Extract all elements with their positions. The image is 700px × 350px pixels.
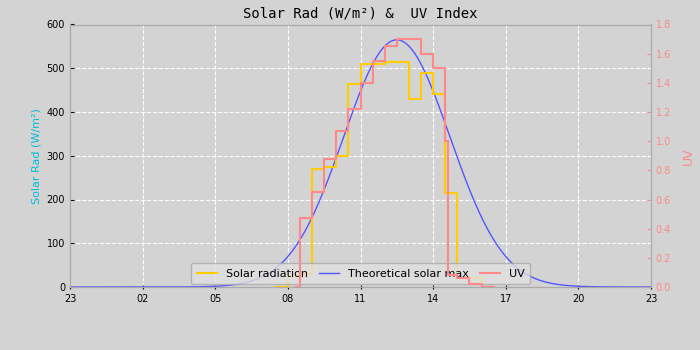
UV (368, 59, 377, 63)
UV (344, 107, 353, 111)
Theoretical solar max (301, 229, 309, 233)
UV (296, 216, 304, 221)
Solar radiation (344, 82, 353, 86)
UV (429, 66, 438, 70)
UV (393, 37, 401, 41)
Line: UV: UV (295, 39, 494, 287)
Solar radiation (405, 97, 413, 101)
Solar radiation (381, 60, 389, 64)
UV (466, 282, 474, 286)
UV (444, 273, 452, 278)
Theoretical solar max (466, 188, 474, 192)
Solar radiation (368, 62, 377, 66)
UV (332, 129, 340, 133)
Solar radiation (308, 167, 316, 171)
Title: Solar Rad (W/m²) &  UV Index: Solar Rad (W/m²) & UV Index (244, 7, 477, 21)
Theoretical solar max (66, 285, 74, 289)
Solar radiation (356, 62, 365, 66)
Solar radiation (453, 276, 461, 280)
Solar radiation (477, 285, 486, 289)
UV (356, 81, 365, 85)
Line: Theoretical solar max: Theoretical solar max (70, 40, 651, 287)
Solar radiation (429, 92, 438, 97)
Solar radiation (296, 272, 304, 276)
UV (441, 139, 449, 143)
UV (320, 156, 328, 161)
UV (477, 285, 486, 289)
Solar radiation (332, 154, 340, 158)
Theoretical solar max (647, 285, 655, 289)
UV (416, 51, 425, 56)
Solar radiation (441, 191, 449, 195)
Solar radiation (466, 276, 474, 280)
UV (291, 285, 300, 289)
Solar radiation (320, 164, 328, 169)
UV (489, 285, 498, 289)
Y-axis label: UV: UV (682, 147, 695, 164)
Solar radiation (284, 274, 292, 278)
Theoretical solar max (393, 38, 401, 42)
Solar radiation (489, 285, 498, 289)
Theoretical solar max (125, 285, 134, 289)
UV (308, 190, 316, 194)
UV (405, 37, 413, 41)
Line: Solar radiation: Solar radiation (276, 62, 494, 287)
Theoretical solar max (322, 183, 330, 187)
Theoretical solar max (530, 276, 538, 280)
Y-axis label: Solar Rad (W/m²): Solar Rad (W/m²) (31, 108, 41, 204)
Legend: Solar radiation, Theoretical solar max, UV: Solar radiation, Theoretical solar max, … (191, 263, 530, 284)
Solar radiation (416, 70, 425, 75)
Solar radiation (393, 60, 401, 64)
Solar radiation (272, 285, 280, 289)
UV (453, 276, 461, 280)
Theoretical solar max (519, 271, 528, 275)
UV (381, 44, 389, 48)
